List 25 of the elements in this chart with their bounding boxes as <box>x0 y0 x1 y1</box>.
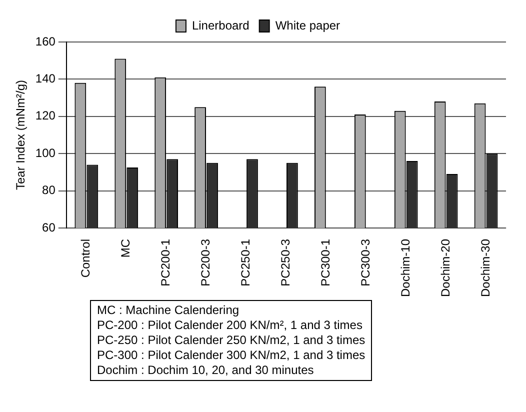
legend-label: Linerboard <box>192 18 250 32</box>
x-tick-label: PC200-3 <box>198 238 213 286</box>
x-tick-label: PC200-1 <box>158 238 173 286</box>
text: Dochim : Dochim 10, 20, and 30 minutes <box>97 363 315 378</box>
text: PC-250 : Pilot Calender 250 KN/m2, 1 and 3 times <box>97 333 366 348</box>
x-tick-label: Control <box>78 238 93 278</box>
y-tick-label: 60 <box>42 220 56 234</box>
y-tick-label: 160 <box>35 34 56 48</box>
x-tick-label: Dochim-20 <box>438 238 452 298</box>
y-axis-title: Tear Index (mNm²/g) <box>14 80 28 190</box>
x-tick-label: PC300-1 <box>318 238 332 286</box>
text: PC-200 : Pilot Calender 200 KN/m², 1 and 3 times <box>97 318 364 333</box>
x-tick-label: Dochim-30 <box>478 238 492 298</box>
x-tick-label: MC <box>118 238 133 258</box>
y-tick-label: 120 <box>35 108 56 123</box>
text: MC : Machine Calendering <box>97 303 240 318</box>
legend-label: White paper <box>275 18 340 32</box>
text: PC-300 : Pilot Calender 300 KN/m2, 1 and 3 times <box>97 348 366 363</box>
x-tick-label: PC250-3 <box>278 238 293 286</box>
x-tick-label: PC300-3 <box>358 238 372 286</box>
x-tick-label: Dochim-10 <box>398 238 412 298</box>
y-tick-label: 80 <box>42 183 56 198</box>
y-tick-label: 100 <box>35 146 56 160</box>
x-tick-label: PC250-1 <box>238 238 253 286</box>
y-tick-label: 140 <box>35 72 56 86</box>
